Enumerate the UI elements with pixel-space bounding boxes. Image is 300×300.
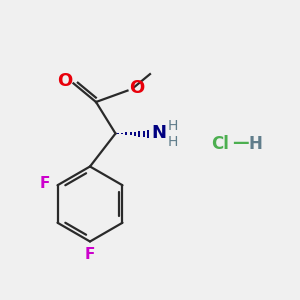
Text: H: H [168,135,178,148]
Text: H: H [168,119,178,133]
Text: —: — [232,134,249,152]
Text: H: H [249,135,262,153]
Text: Cl: Cl [212,135,230,153]
Text: F: F [85,247,95,262]
Text: N: N [151,124,166,142]
Text: O: O [129,79,144,97]
Text: O: O [57,72,72,90]
Text: F: F [40,176,50,191]
